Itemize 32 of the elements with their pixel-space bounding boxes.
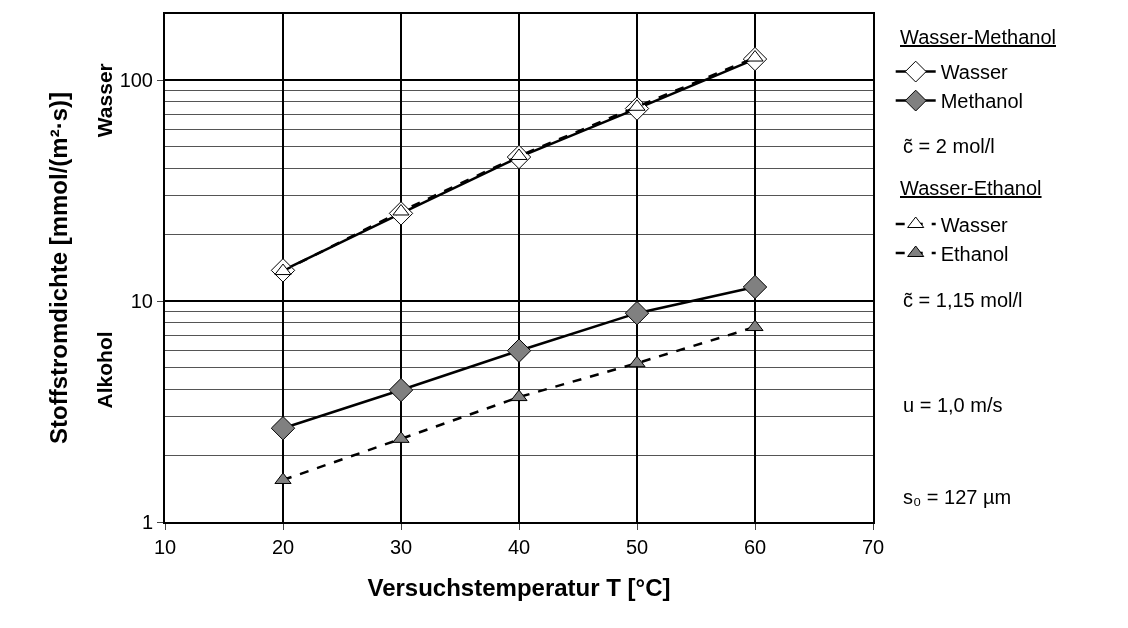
- x-tick-label: 50: [625, 536, 649, 558]
- y-tick-label: 100: [119, 69, 153, 92]
- point: [388, 377, 414, 403]
- text: Wasser: [93, 63, 117, 138]
- point: [510, 389, 528, 402]
- x-axis-title: Versuchstemperatur T [°C]: [367, 573, 671, 601]
- legend-label: Ethanol: [940, 242, 1009, 265]
- legend-label: Wasser: [940, 213, 1009, 236]
- text: Wasser-Methanol: [900, 26, 1056, 48]
- y-axis-title: Stoffstromdichte [mmol/(m²·s)]: [45, 92, 73, 444]
- text: Alkohol: [93, 331, 117, 409]
- text: c̃ = 2 mol/l: [903, 135, 995, 157]
- x-tick-label: 30: [389, 536, 413, 558]
- x-tick-label: 20: [271, 536, 295, 558]
- y-tick-label: 10: [130, 290, 153, 313]
- point: [270, 416, 296, 441]
- text: u = 1,0 m/s: [903, 394, 1003, 416]
- legend-label: Wasser: [940, 61, 1009, 84]
- text: Wasser-Ethanol: [900, 177, 1042, 199]
- x-tick-label: 60: [743, 536, 767, 558]
- x-tick-label: 40: [507, 536, 531, 558]
- point: [624, 300, 650, 326]
- point: [746, 319, 764, 332]
- legend-label: Methanol: [940, 90, 1023, 113]
- text: s₀ = 127 µm: [903, 486, 1012, 508]
- x-tick-label: 70: [861, 536, 885, 558]
- point: [506, 338, 532, 363]
- y-tick-label: 1: [141, 511, 153, 533]
- point: [628, 355, 646, 368]
- x-tick-label: 10: [153, 536, 177, 558]
- point: [742, 274, 768, 300]
- text: c̃ = 1,15 mol/l: [903, 289, 1023, 311]
